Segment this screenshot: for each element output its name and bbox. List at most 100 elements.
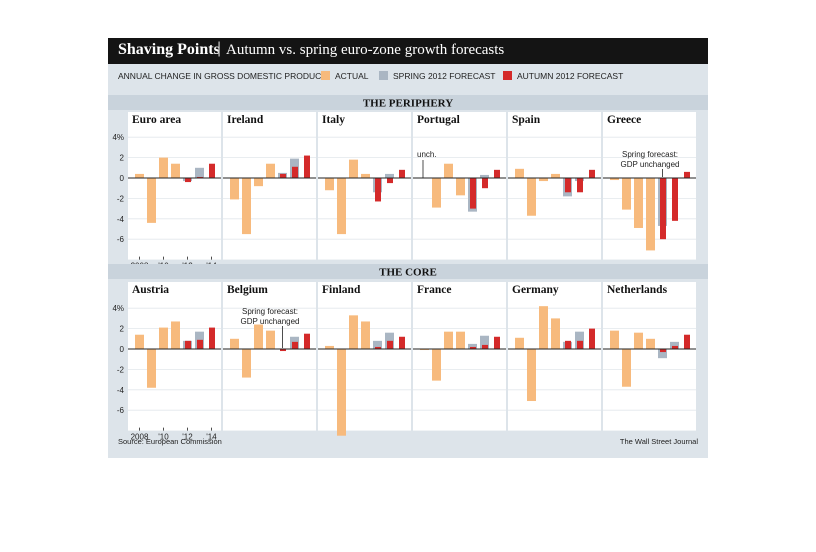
- chart-figure: Shaving Points | Autumn vs. spring euro-…: [108, 38, 708, 458]
- bar-actual: [432, 349, 441, 381]
- bar-autumn: [280, 173, 286, 178]
- bar-autumn: [209, 327, 215, 349]
- bar-spring: [468, 343, 477, 349]
- bar-autumn: [482, 178, 488, 189]
- bar-autumn: [684, 171, 690, 178]
- bar-autumn: [185, 178, 191, 183]
- panel-background: [413, 282, 506, 431]
- bar-autumn: [387, 340, 393, 349]
- y-tick-label: 2: [120, 154, 125, 163]
- bar-autumn: [280, 349, 286, 352]
- panel-title: Austria: [132, 284, 169, 296]
- bar-actual: [622, 349, 631, 387]
- bar-actual: [646, 338, 655, 349]
- panel-title: Belgium: [227, 284, 268, 296]
- bar-spring: [480, 335, 489, 349]
- bar-autumn: [577, 340, 583, 349]
- bar-autumn: [399, 336, 405, 349]
- bar-actual: [171, 163, 180, 178]
- bar-actual: [361, 173, 370, 178]
- bar-spring: [480, 174, 489, 178]
- panel-background: [603, 282, 696, 431]
- bar-spring: [575, 331, 584, 349]
- panel-background: [508, 112, 601, 260]
- annotation: unch.: [417, 150, 437, 159]
- y-tick-label: -6: [117, 235, 125, 244]
- bar-actual: [634, 178, 643, 228]
- bar-autumn: [672, 345, 678, 349]
- bar-autumn: [684, 334, 690, 349]
- y-tick-label: 0: [120, 174, 125, 183]
- bar-actual: [610, 178, 619, 181]
- bar-actual: [539, 306, 548, 349]
- legend-spring: SPRING 2012 FORECAST: [393, 71, 496, 81]
- legend-autumn: AUTUMN 2012 FORECAST: [517, 71, 624, 81]
- title-bar: Shaving Points | Autumn vs. spring euro-…: [108, 38, 708, 64]
- panel-title: Italy: [322, 114, 345, 126]
- bar-autumn: [660, 349, 666, 353]
- bar-actual: [622, 178, 631, 210]
- bar-autumn: [387, 178, 393, 184]
- panel-title: France: [417, 284, 451, 296]
- bar-actual: [610, 330, 619, 349]
- bar-actual: [242, 349, 251, 378]
- bar-actual: [539, 178, 548, 182]
- x-tick-label: '10: [158, 433, 169, 442]
- bar-actual: [349, 315, 358, 349]
- panel-background: [128, 282, 221, 431]
- credit: The Wall Street Journal: [619, 437, 698, 446]
- bar-autumn: [565, 340, 571, 349]
- measure-label: ANNUAL CHANGE IN GROSS DOMESTIC PRODUCT: [118, 71, 327, 81]
- bar-actual: [135, 334, 144, 349]
- panel-title: Portugal: [417, 114, 460, 126]
- legend: ANNUAL CHANGE IN GROSS DOMESTIC PRODUCT …: [108, 68, 708, 84]
- bar-actual: [361, 321, 370, 349]
- bar-actual: [171, 321, 180, 349]
- bar-actual: [266, 163, 275, 178]
- bar-actual: [325, 345, 334, 349]
- bar-actual: [135, 173, 144, 178]
- bar-autumn: [185, 340, 191, 349]
- y-tick-label: -2: [117, 194, 125, 203]
- source-note: Source: European Commission: [118, 437, 222, 446]
- bar-actual: [551, 173, 560, 178]
- x-tick-label: '12: [182, 433, 193, 442]
- legend-swatch-autumn: [503, 71, 512, 80]
- bar-autumn: [209, 163, 215, 178]
- bar-actual: [432, 178, 441, 208]
- bar-actual: [515, 337, 524, 349]
- bar-actual: [551, 318, 560, 349]
- bar-actual: [456, 178, 465, 196]
- panel-title: Ireland: [227, 114, 264, 126]
- bar-autumn: [304, 155, 310, 178]
- annotation: GDP unchanged: [620, 160, 679, 169]
- bar-autumn: [470, 346, 476, 349]
- y-tick-label: -2: [117, 365, 125, 374]
- bar-actual: [515, 168, 524, 178]
- annotation: GDP unchanged: [240, 317, 299, 326]
- bar-spring: [670, 341, 679, 349]
- y-tick-label: -6: [117, 406, 125, 415]
- panel-background: [223, 282, 316, 431]
- chart-title: Shaving Points: [118, 41, 220, 58]
- legend-swatch-actual: [321, 71, 330, 80]
- bar-actual: [230, 178, 239, 200]
- bar-autumn: [672, 178, 678, 221]
- bar-actual: [527, 178, 536, 216]
- bar-spring: [658, 349, 667, 359]
- bar-actual: [230, 338, 239, 349]
- bar-autumn: [494, 336, 500, 349]
- group-band: [108, 95, 708, 110]
- bar-actual: [337, 349, 346, 436]
- bar-autumn: [375, 178, 381, 202]
- bar-spring: [373, 340, 382, 349]
- bar-autumn: [470, 178, 476, 209]
- bar-actual: [254, 324, 263, 349]
- bar-actual: [420, 349, 429, 351]
- bar-autumn: [197, 176, 203, 178]
- panel-title: Netherlands: [607, 284, 668, 296]
- x-tick-label: 2008: [131, 433, 149, 442]
- panel-background: [508, 282, 601, 431]
- bar-autumn: [589, 169, 595, 178]
- y-tick-label: 0: [120, 345, 125, 354]
